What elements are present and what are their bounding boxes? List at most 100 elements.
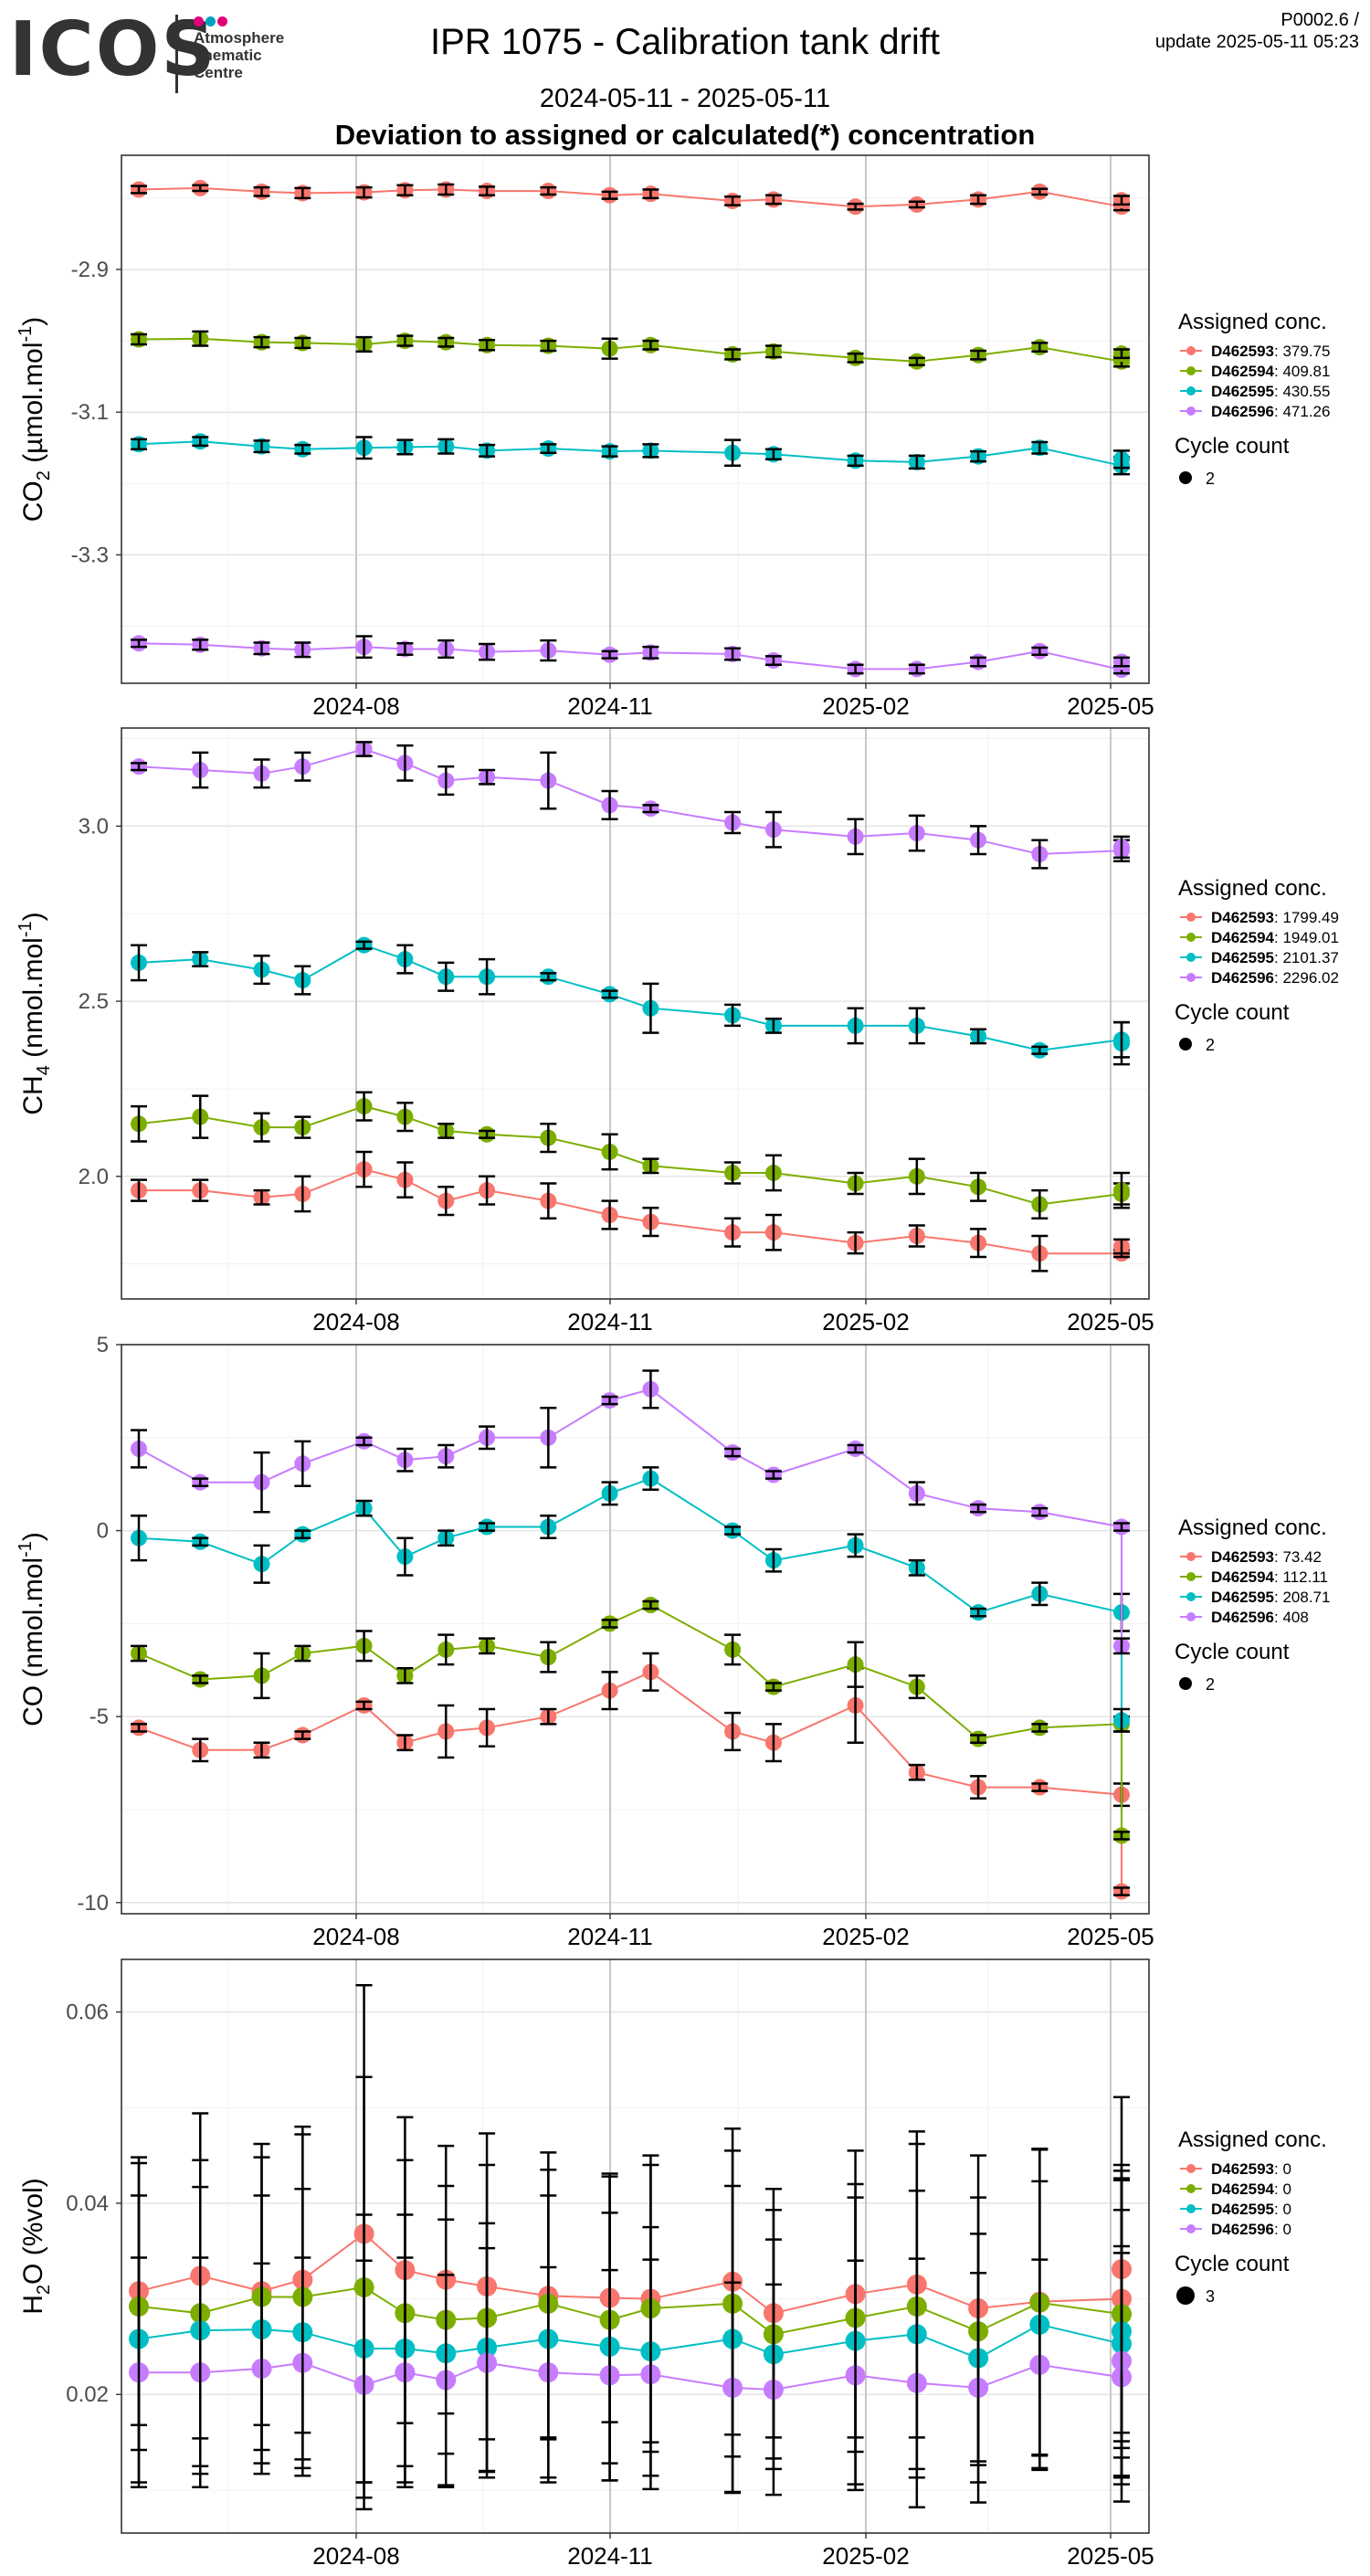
legend-entry: D462593: 73.42 xyxy=(1211,1548,1322,1566)
logo-divider xyxy=(175,15,178,93)
legend-entry-id: D462595 xyxy=(1211,1589,1274,1606)
legend-entry: D462595: 208.71 xyxy=(1211,1589,1330,1606)
logo-dots-icon xyxy=(194,15,229,31)
logo-dot-pink-2 xyxy=(217,16,227,26)
y-axis-label: CO2 (µmol.mol-1) xyxy=(16,317,54,523)
legend-entry-id: D462593 xyxy=(1211,909,1274,926)
legend-entry-id: D462595 xyxy=(1211,2201,1274,2218)
legend-entry: D462594: 1949.01 xyxy=(1211,929,1339,946)
y-axis-label-part: -1 xyxy=(16,921,36,937)
legend-entry-id: D462594 xyxy=(1211,1568,1275,1586)
legend-entry: D462595: 2101.37 xyxy=(1211,949,1339,966)
logo-subtitle: Atmosphere Thematic Centre xyxy=(194,29,285,81)
legend-entry-id: D462596 xyxy=(1211,403,1274,420)
x-tick-label: 2025-05 xyxy=(1067,1308,1154,1336)
legend-entry-id: D462593 xyxy=(1211,1548,1274,1566)
report-header: ICOS Atmosphere Thematic Centre IPR 1075… xyxy=(0,0,1370,155)
y-axis-label-part: -1 xyxy=(16,326,36,343)
legend-entry: D462596: 2296.02 xyxy=(1211,969,1339,987)
legend-title: Assigned conc. xyxy=(1178,2127,1327,2152)
legend-entry-value: : 409.81 xyxy=(1274,363,1330,380)
legend-key-point xyxy=(1186,913,1196,922)
legend-entry-value: : 0 xyxy=(1274,2201,1291,2218)
legend-size-value: 2 xyxy=(1206,1036,1215,1054)
legend-entry: D462595: 430.55 xyxy=(1211,383,1330,400)
x-tick-label: 2025-05 xyxy=(1067,692,1154,720)
legend-title: Assigned conc. xyxy=(1178,310,1327,334)
legend-key-point xyxy=(1186,346,1196,355)
legend-entry-value: : 430.55 xyxy=(1274,383,1330,400)
legend-entry-id: D462594 xyxy=(1211,929,1275,946)
y-tick-label: -2.9 xyxy=(71,258,109,282)
legend-entry-id: D462595 xyxy=(1211,949,1274,966)
y-tick-label: -3.1 xyxy=(71,400,109,425)
legend-entry: D462596: 0 xyxy=(1211,2221,1291,2238)
legend-key-point xyxy=(1186,973,1196,982)
x-tick-label: 2024-11 xyxy=(567,2542,653,2570)
y-axis-label: H2O (%vol) xyxy=(18,2178,54,2314)
x-tick-label: 2024-11 xyxy=(567,692,653,720)
y-axis-label-part: ) xyxy=(18,912,48,921)
y-axis-label-part: ) xyxy=(18,317,48,326)
legend-entry-id: D462593 xyxy=(1211,2160,1274,2178)
logo-dot-blue xyxy=(206,16,216,26)
legend-entry: D462596: 408 xyxy=(1211,1609,1309,1626)
legend-entry-id: D462596 xyxy=(1211,1609,1274,1626)
x-tick-label: 2025-02 xyxy=(822,1308,909,1336)
y-axis-label: CO (nmol.mol-1) xyxy=(16,1532,48,1726)
plot-background xyxy=(121,728,1149,1299)
legend-entry-value: : 2101.37 xyxy=(1274,949,1339,966)
y-tick-label: 0 xyxy=(97,1519,109,1544)
y-tick-label: -5 xyxy=(90,1705,109,1729)
legend-title: Assigned conc. xyxy=(1178,876,1327,901)
y-tick-label: 0.02 xyxy=(66,2382,109,2407)
legend-entry-id: D462594 xyxy=(1211,2180,1275,2198)
legend-key-point xyxy=(1186,366,1196,375)
legend-key-point xyxy=(1186,2224,1196,2233)
y-tick-label: -3.3 xyxy=(71,543,109,567)
icos-logo-text: ICOS xyxy=(9,6,217,93)
legend-size-key xyxy=(1179,1038,1192,1050)
x-tick-label: 2024-11 xyxy=(567,1308,653,1336)
legend-key-point xyxy=(1186,2164,1196,2173)
legend-key-point xyxy=(1186,1612,1196,1621)
legend-entry-id: D462594 xyxy=(1211,363,1275,380)
plot-border xyxy=(121,727,1150,1300)
y-axis-label-part: H xyxy=(18,2295,48,2315)
legend-entry: D462594: 0 xyxy=(1211,2180,1291,2198)
y-axis-label-part: ) xyxy=(18,1532,48,1541)
legend-entry: D462596: 471.26 xyxy=(1211,403,1330,420)
legend-entry-value: : 0 xyxy=(1274,2180,1291,2198)
y-tick-label: 0.04 xyxy=(66,2191,109,2216)
plot-border xyxy=(121,154,1150,684)
x-tick-label: 2025-02 xyxy=(822,1923,909,1950)
x-tick-label: 2024-08 xyxy=(312,1923,399,1950)
legend-entry-value: : 0 xyxy=(1274,2160,1291,2178)
chart-panel-3: -10 -5 0 5 2024-08 2024-11 2025-02 2025-05 CO (n… xyxy=(16,1333,1330,1950)
y-axis-label-part: -1 xyxy=(16,1541,36,1557)
chart-panel-2: 2.0 2.5 3.0 2024-08 2024-11 2025-02 2025-05 CH4… xyxy=(16,727,1339,1336)
y-axis-label-part: (nmol.mol xyxy=(18,937,48,1065)
y-axis-label: CH4 (nmol.mol-1) xyxy=(16,912,54,1114)
plot-background xyxy=(121,1959,1149,2533)
y-axis-label-part: CO xyxy=(18,1685,48,1726)
section-title: Deviation to assigned or calculated(*) c… xyxy=(334,119,1036,151)
y-tick-label: 5 xyxy=(97,1333,109,1357)
y-axis-label-part: 2 xyxy=(34,2285,54,2295)
legend-size-key xyxy=(1176,2286,1195,2305)
report-code: P0002.6 / update 2025-05-11 05:23 xyxy=(1155,9,1359,53)
logo-dot-pink xyxy=(194,16,204,26)
legend-key-point xyxy=(1186,933,1196,942)
legend-entry-id: D462595 xyxy=(1211,383,1274,400)
legend-key-point xyxy=(1186,386,1196,396)
legend-entry: D462594: 409.81 xyxy=(1211,363,1330,380)
legend-size-title: Cycle count xyxy=(1175,434,1290,459)
legend-size-value: 3 xyxy=(1206,2287,1215,2306)
legend-entry-value: : 471.26 xyxy=(1274,403,1330,420)
chart-panel-1: -3.3 -3.1 -2.9 2024-08 2024-11 2025-02 2025-05… xyxy=(16,154,1330,720)
x-tick-label: 2024-11 xyxy=(567,1923,653,1950)
x-tick-label: 2025-05 xyxy=(1067,2542,1154,2570)
legend-size-title: Cycle count xyxy=(1175,2252,1290,2276)
legend-entry-value: : 208.71 xyxy=(1274,1589,1330,1606)
